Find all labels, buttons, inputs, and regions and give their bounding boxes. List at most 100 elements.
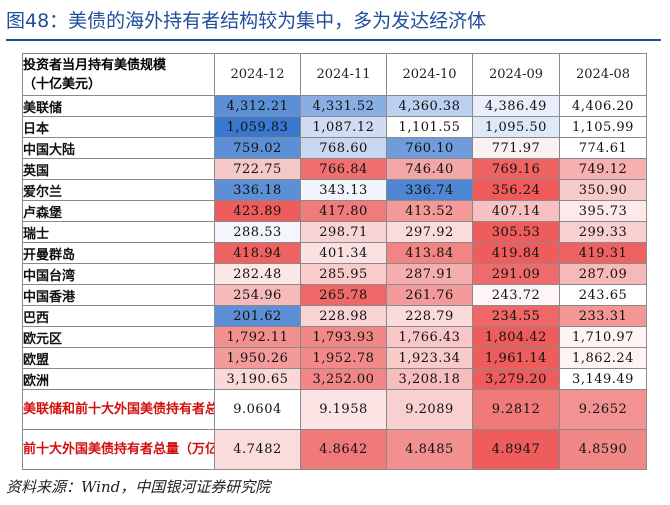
title-divider [6, 39, 661, 41]
column-header: 2024-12 [214, 53, 301, 96]
value-cell: 746.40 [386, 158, 473, 180]
value-cell: 4,386.49 [472, 95, 560, 117]
value-cell: 4,331.52 [300, 95, 387, 117]
row-label: 英国 [22, 158, 215, 180]
value-cell: 287.91 [386, 263, 473, 285]
value-cell: 243.65 [559, 284, 647, 306]
value-cell: 291.09 [472, 263, 560, 285]
row-label: 欧洲 [22, 368, 215, 390]
summary-value-cell: 4.8485 [386, 429, 473, 470]
value-cell: 288.53 [214, 221, 301, 243]
value-cell: 1,710.97 [559, 326, 647, 348]
value-cell: 336.74 [386, 179, 473, 201]
value-cell: 285.95 [300, 263, 387, 285]
value-cell: 1,862.24 [559, 347, 647, 369]
table-body: 美联储 4,312.21 4,331.52 4,360.38 4,386.49 4,406… [22, 95, 647, 470]
corner-header-line-2: （十亿美元） [23, 76, 102, 92]
row-label: 瑞士 [22, 221, 215, 243]
value-cell: 4,312.21 [214, 95, 301, 117]
figure-title: 图48：美债的海外持有者结构较为集中，多为发达经济体 [6, 10, 487, 32]
value-cell: 417.80 [300, 200, 387, 222]
value-cell: 1,766.43 [386, 326, 473, 348]
value-cell: 233.31 [559, 305, 647, 327]
value-cell: 771.97 [472, 137, 560, 159]
table-row: 卢森堡 423.89 417.80 413.52 407.14 395.73 [22, 200, 647, 222]
value-cell: 3,208.18 [386, 368, 473, 390]
value-cell: 3,149.49 [559, 368, 647, 390]
table-row: 中国台湾 282.48 285.95 287.91 291.09 287.09 [22, 263, 647, 285]
table-row: 开曼群岛 418.94 401.34 413.84 419.84 419.31 [22, 242, 647, 264]
value-cell: 768.60 [300, 137, 387, 159]
summary-value-cell: 9.2652 [559, 389, 647, 430]
value-cell: 201.62 [214, 305, 301, 327]
value-cell: 1,952.78 [300, 347, 387, 369]
value-cell: 413.84 [386, 242, 473, 264]
value-cell: 722.75 [214, 158, 301, 180]
row-label: 欧元区 [22, 326, 215, 348]
summary-value-cell: 4.7482 [214, 429, 301, 470]
summary-value-cell: 9.2089 [386, 389, 473, 430]
value-cell: 4,406.20 [559, 95, 647, 117]
value-cell: 1,095.50 [472, 116, 560, 138]
summary-value-cell: 9.2812 [472, 389, 560, 430]
value-cell: 766.84 [300, 158, 387, 180]
value-cell: 350.90 [559, 179, 647, 201]
value-cell: 336.18 [214, 179, 301, 201]
summary-value-cell: 4.8947 [472, 429, 560, 470]
value-cell: 228.98 [300, 305, 387, 327]
value-cell: 1,087.12 [300, 116, 387, 138]
value-cell: 243.72 [472, 284, 560, 306]
value-cell: 1,105.99 [559, 116, 647, 138]
summary-value-cell: 4.8590 [559, 429, 647, 470]
column-header: 2024-11 [300, 53, 387, 96]
value-cell: 419.84 [472, 242, 560, 264]
value-cell: 423.89 [214, 200, 301, 222]
corner-header-line-1: 投资者当月持有美债规模 [23, 57, 167, 73]
column-header: 2024-08 [559, 53, 647, 96]
table-row: 巴西 201.62 228.98 228.79 234.55 233.31 [22, 305, 647, 327]
value-cell: 413.52 [386, 200, 473, 222]
value-cell: 234.55 [472, 305, 560, 327]
header-row: 投资者当月持有美债规模 （十亿美元） 2024-12 2024-11 2024-… [22, 53, 647, 96]
value-cell: 774.61 [559, 137, 647, 159]
value-cell: 3,252.00 [300, 368, 387, 390]
value-cell: 1,792.11 [214, 326, 301, 348]
value-cell: 298.71 [300, 221, 387, 243]
value-cell: 3,190.65 [214, 368, 301, 390]
table-row: 美联储 4,312.21 4,331.52 4,360.38 4,386.49 4,406… [22, 95, 647, 117]
table-row: 欧盟 1,950.26 1,952.78 1,923.34 1,961.14 1,862.… [22, 347, 647, 369]
value-cell: 401.34 [300, 242, 387, 264]
column-header: 2024-10 [386, 53, 473, 96]
summary-label: 美联储和前十大外国美债持有者总量（万亿美元） [22, 389, 215, 430]
value-cell: 299.33 [559, 221, 647, 243]
table-row: 中国大陆 759.02 768.60 760.10 771.97 774.61 [22, 137, 647, 159]
summary-row: 美联储和前十大外国美债持有者总量（万亿美元）9.06049.19589.2089… [22, 389, 647, 430]
value-cell: 769.16 [472, 158, 560, 180]
source-note: 资料来源：Wind，中国银河证券研究院 [6, 478, 271, 496]
row-label: 爱尔兰 [22, 179, 215, 201]
value-cell: 3,279.20 [472, 368, 560, 390]
value-cell: 261.76 [386, 284, 473, 306]
table-row: 欧元区 1,792.11 1,793.93 1,766.43 1,804.42 1,710… [22, 326, 647, 348]
value-cell: 254.96 [214, 284, 301, 306]
value-cell: 1,961.14 [472, 347, 560, 369]
row-label: 卢森堡 [22, 200, 215, 222]
value-cell: 1,950.26 [214, 347, 301, 369]
row-label: 美联储 [22, 95, 215, 117]
row-label: 日本 [22, 116, 215, 138]
row-label: 巴西 [22, 305, 215, 327]
table-row: 日本 1,059.83 1,087.12 1,101.55 1,095.50 1,105.… [22, 116, 647, 138]
summary-value-cell: 9.1958 [300, 389, 387, 430]
value-cell: 282.48 [214, 263, 301, 285]
value-cell: 297.92 [386, 221, 473, 243]
value-cell: 1,804.42 [472, 326, 560, 348]
value-cell: 4,360.38 [386, 95, 473, 117]
value-cell: 395.73 [559, 200, 647, 222]
row-label: 中国台湾 [22, 263, 215, 285]
table-row: 瑞士 288.53 298.71 297.92 305.53 299.33 [22, 221, 647, 243]
value-cell: 1,101.55 [386, 116, 473, 138]
us-treasury-holders-table: 投资者当月持有美债规模 （十亿美元） 2024-12 2024-11 2024-… [22, 53, 647, 470]
value-cell: 265.78 [300, 284, 387, 306]
value-cell: 759.02 [214, 137, 301, 159]
